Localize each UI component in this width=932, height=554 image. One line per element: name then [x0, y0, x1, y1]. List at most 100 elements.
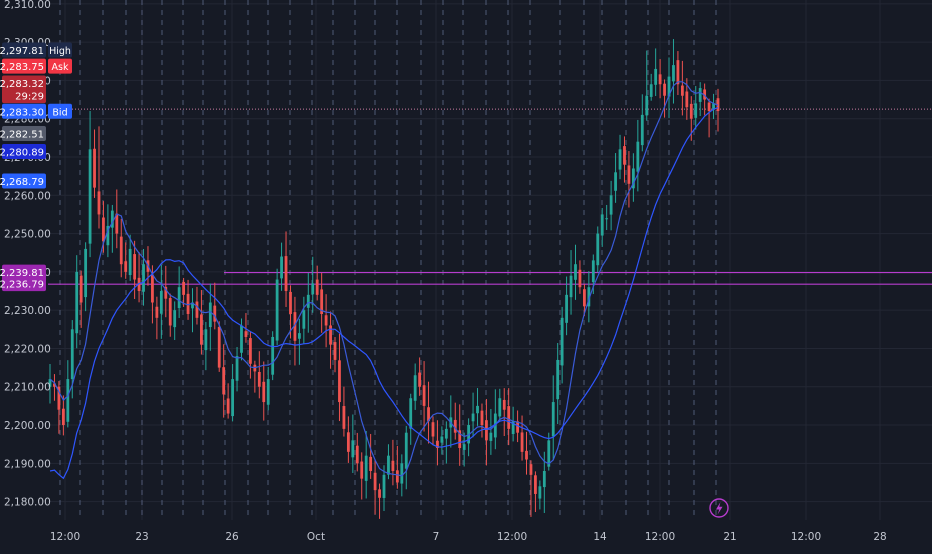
- candle-body: [391, 460, 395, 471]
- price-tag-label-badge: [48, 103, 72, 119]
- candle-body: [66, 379, 70, 422]
- candle-body: [173, 310, 177, 328]
- candle-body: [476, 405, 479, 414]
- candle-body: [467, 425, 471, 444]
- candle-body: [520, 432, 524, 452]
- candle-body: [360, 461, 364, 479]
- candle-body: [244, 331, 248, 337]
- candle-body: [689, 103, 693, 119]
- candle-body: [547, 440, 551, 467]
- candle-body: [257, 371, 261, 387]
- price-axis-label: 2,200.00: [4, 420, 51, 432]
- price-tag-value: 2,297.81: [0, 46, 44, 57]
- candle-body: [534, 475, 537, 494]
- candle-body: [649, 84, 653, 97]
- time-axis-label: 12:00: [50, 531, 80, 543]
- candle-body: [631, 168, 635, 189]
- price-tag: 2,297.81 High: [0, 42, 72, 58]
- candle-body: [231, 379, 234, 417]
- candle-body: [208, 302, 212, 328]
- price-tag: 2,283.30 Bid: [0, 103, 72, 119]
- price-tag: 2,283.32: [0, 75, 46, 91]
- candle-body: [61, 408, 65, 426]
- price-tag-badge: [2, 276, 46, 292]
- candle-body: [200, 314, 203, 345]
- candle-body: [685, 91, 689, 108]
- candle-body: [119, 236, 123, 265]
- candle-body: [614, 172, 617, 191]
- candle-body: [338, 360, 341, 403]
- candle-body: [97, 191, 101, 215]
- candle-body: [280, 256, 283, 279]
- price-tag-value: 29:29: [15, 92, 44, 103]
- candle-body: [605, 218, 609, 220]
- price-tag: 2,239.81: [0, 264, 46, 280]
- candle-body: [716, 98, 720, 112]
- candle-body: [672, 65, 675, 82]
- candle-body: [240, 325, 243, 353]
- candle-body: [703, 89, 707, 100]
- candle-body: [583, 289, 586, 307]
- candle-body: [453, 419, 457, 433]
- candle-body: [48, 379, 52, 387]
- lightning-icon[interactable]: [709, 498, 729, 518]
- candle-body: [413, 375, 417, 401]
- price-tag-value: 2,283.30: [0, 107, 44, 118]
- price-axis-label: 2,180.00: [4, 497, 51, 509]
- candle-body: [235, 356, 239, 381]
- candle-body: [320, 289, 324, 314]
- candle-body: [654, 68, 658, 85]
- candle-body: [596, 233, 600, 266]
- candle-body: [369, 456, 373, 471]
- candle-body: [346, 432, 350, 452]
- candle-body: [275, 279, 279, 341]
- price-tag-value: 2,282.51: [0, 130, 44, 141]
- candle-body: [364, 455, 368, 481]
- candle-body: [574, 264, 577, 280]
- price-tag: 2,282.51: [0, 126, 46, 142]
- candle-body: [266, 379, 270, 405]
- candle-body: [680, 85, 684, 96]
- candle-body: [436, 440, 439, 449]
- price-tag-label-badge: [48, 42, 72, 58]
- candle-body: [128, 248, 132, 276]
- time-axis-label: 12:00: [497, 531, 527, 543]
- candle-body: [53, 383, 56, 387]
- candle-body: [551, 402, 555, 437]
- candle-body: [342, 406, 346, 429]
- candle-body: [262, 381, 266, 403]
- candle-body: [400, 463, 404, 484]
- candle-body: [289, 291, 292, 314]
- candle-body: [636, 141, 640, 172]
- horizontal-levels: [48, 108, 932, 285]
- price-axis-label: 2,260.00: [4, 190, 51, 202]
- candle-body: [213, 305, 217, 322]
- candle-body: [204, 329, 208, 351]
- candle-body: [422, 385, 426, 406]
- candle-body: [471, 413, 475, 422]
- price-tag-value: 2,280.89: [0, 148, 44, 159]
- time-axis-label: 7: [433, 531, 440, 543]
- candle-body: [93, 148, 96, 188]
- candle-body: [186, 293, 190, 314]
- price-tag-value: 2,236.79: [0, 280, 44, 291]
- candle-body: [110, 210, 114, 228]
- candle-body: [645, 95, 649, 116]
- candle-body: [102, 217, 105, 242]
- price-tag-value: 2,283.75: [0, 62, 44, 73]
- candle-body: [458, 430, 462, 449]
- candle-body: [707, 102, 711, 112]
- grid-lines: [48, 0, 932, 520]
- candle-body: [57, 386, 61, 410]
- price-tag-label: Bid: [52, 107, 67, 118]
- candle-body: [511, 421, 515, 435]
- time-axis-label: 26: [225, 531, 239, 543]
- time-axis-label: 21: [723, 531, 736, 543]
- price-tag-label: High: [49, 46, 71, 57]
- candle-body: [182, 281, 185, 295]
- candle-body: [565, 294, 568, 323]
- candles: [48, 39, 720, 519]
